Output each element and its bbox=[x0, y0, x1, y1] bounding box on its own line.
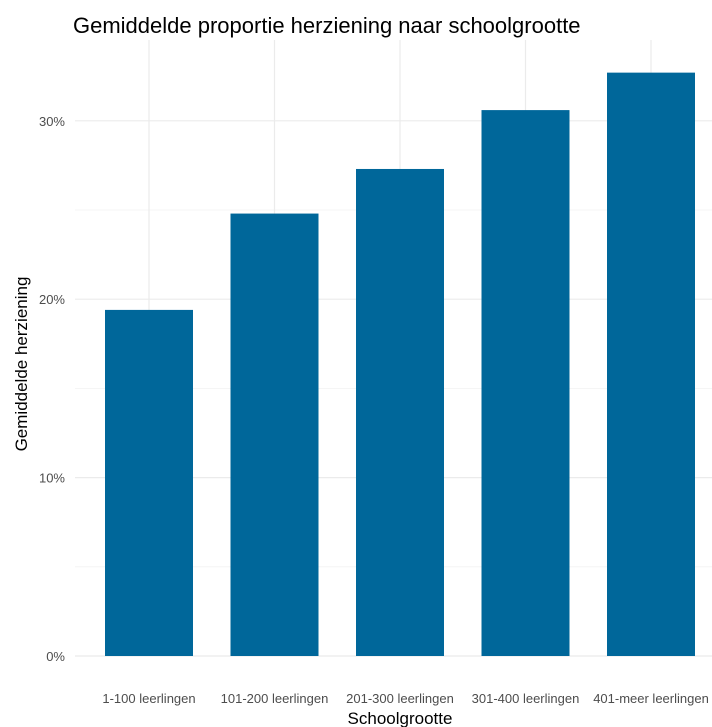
y-tick-label: 0% bbox=[46, 649, 65, 664]
x-tick-label: 1-100 leerlingen bbox=[102, 691, 195, 706]
x-tick-label: 301-400 leerlingen bbox=[472, 691, 580, 706]
x-axis-title: Schoolgrootte bbox=[348, 709, 453, 727]
y-tick-label: 30% bbox=[39, 114, 65, 129]
bar bbox=[356, 168, 444, 656]
y-tick-label: 20% bbox=[39, 292, 65, 307]
x-tick-label: 201-300 leerlingen bbox=[346, 691, 454, 706]
x-tick-label: 101-200 leerlingen bbox=[221, 691, 329, 706]
y-axis-title: Gemiddelde herziening bbox=[12, 277, 31, 452]
y-tick-label: 10% bbox=[39, 471, 65, 486]
x-tick-labels: 1-100 leerlingen 101-200 leerlingen 201-30… bbox=[102, 691, 708, 706]
bar bbox=[607, 72, 695, 656]
x-tick-label: 401-meer leerlingen bbox=[593, 691, 709, 706]
y-tick-labels: 0% 10% 20% 30% bbox=[39, 114, 65, 664]
bar bbox=[105, 309, 193, 656]
bar bbox=[230, 213, 319, 656]
bars bbox=[105, 72, 695, 656]
chart-title: Gemiddelde proportie herziening naar sch… bbox=[73, 13, 581, 38]
bar bbox=[481, 110, 570, 656]
